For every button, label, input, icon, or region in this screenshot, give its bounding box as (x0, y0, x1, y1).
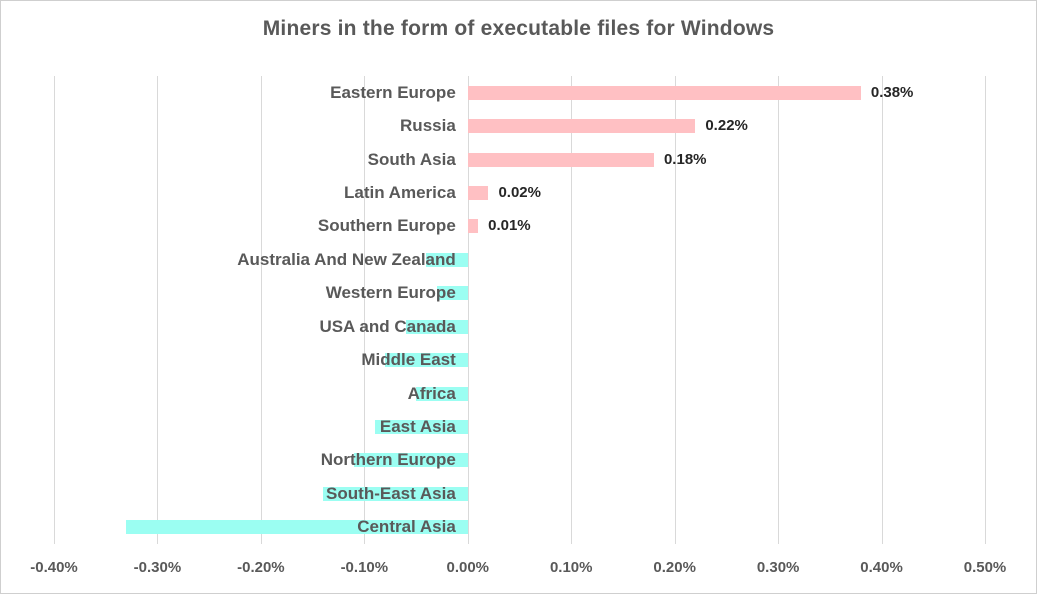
value-label: 0.22% (705, 117, 748, 135)
gridline (364, 76, 366, 544)
gridline (985, 76, 986, 544)
category-label: Russia (400, 116, 456, 136)
value-label: 0.38% (870, 83, 914, 101)
gridline (674, 76, 676, 544)
bar (385, 353, 468, 368)
x-axis-tick-label: 0.30% (756, 559, 800, 576)
chart-title: Miners in the form of executable files f… (262, 17, 775, 40)
x-axis-tick-label: 0.50% (963, 559, 1007, 576)
x-axis-tick-label: 0.40% (860, 559, 903, 576)
x-axis-tick-label: -0.30% (133, 559, 182, 576)
value-label: 0.02% (498, 184, 541, 201)
bar (467, 119, 696, 134)
bar (416, 386, 468, 401)
gridline (260, 76, 262, 544)
category-label: Southern Europe (317, 216, 456, 236)
x-axis-tick-label: 0.00% (446, 559, 490, 576)
bar (353, 453, 468, 468)
category-label: Central Asia (357, 517, 456, 537)
category-label: Northern Europe (320, 450, 456, 470)
bar (322, 486, 468, 501)
bar (374, 420, 468, 434)
category-label: South Asia (367, 149, 456, 169)
category-label: Middle East (361, 350, 456, 370)
bar (436, 286, 468, 301)
x-axis-tick-label: 0.10% (549, 559, 593, 576)
category-label: East Asia (379, 417, 456, 436)
category-label: Africa (407, 383, 456, 403)
bar (467, 186, 489, 200)
gridline (778, 76, 780, 544)
bar (467, 85, 861, 100)
gridline (54, 76, 55, 544)
category-label: Australia And New Zealand (237, 249, 456, 269)
x-axis-tick-label: 0.20% (653, 559, 696, 576)
value-label: 0.01% (488, 217, 531, 235)
gridline (467, 76, 469, 544)
bar (467, 152, 654, 167)
x-axis-tick-label: -0.20% (237, 559, 285, 576)
x-axis-tick-label: -0.10% (340, 559, 389, 576)
category-label: Western Europe (325, 283, 456, 303)
category-label: Latin America (343, 183, 456, 202)
value-label: 0.18% (663, 150, 707, 168)
gridline (881, 76, 883, 544)
gridline (157, 76, 159, 544)
bar (426, 252, 468, 267)
bar (467, 219, 479, 234)
category-label: USA and Canada (319, 316, 456, 336)
category-label: South-East Asia (326, 483, 456, 503)
category-label: Eastern Europe (330, 82, 456, 102)
bar (405, 319, 468, 334)
x-axis-tick-label: -0.40% (30, 559, 78, 576)
bar (126, 520, 468, 535)
gridline (571, 76, 573, 544)
